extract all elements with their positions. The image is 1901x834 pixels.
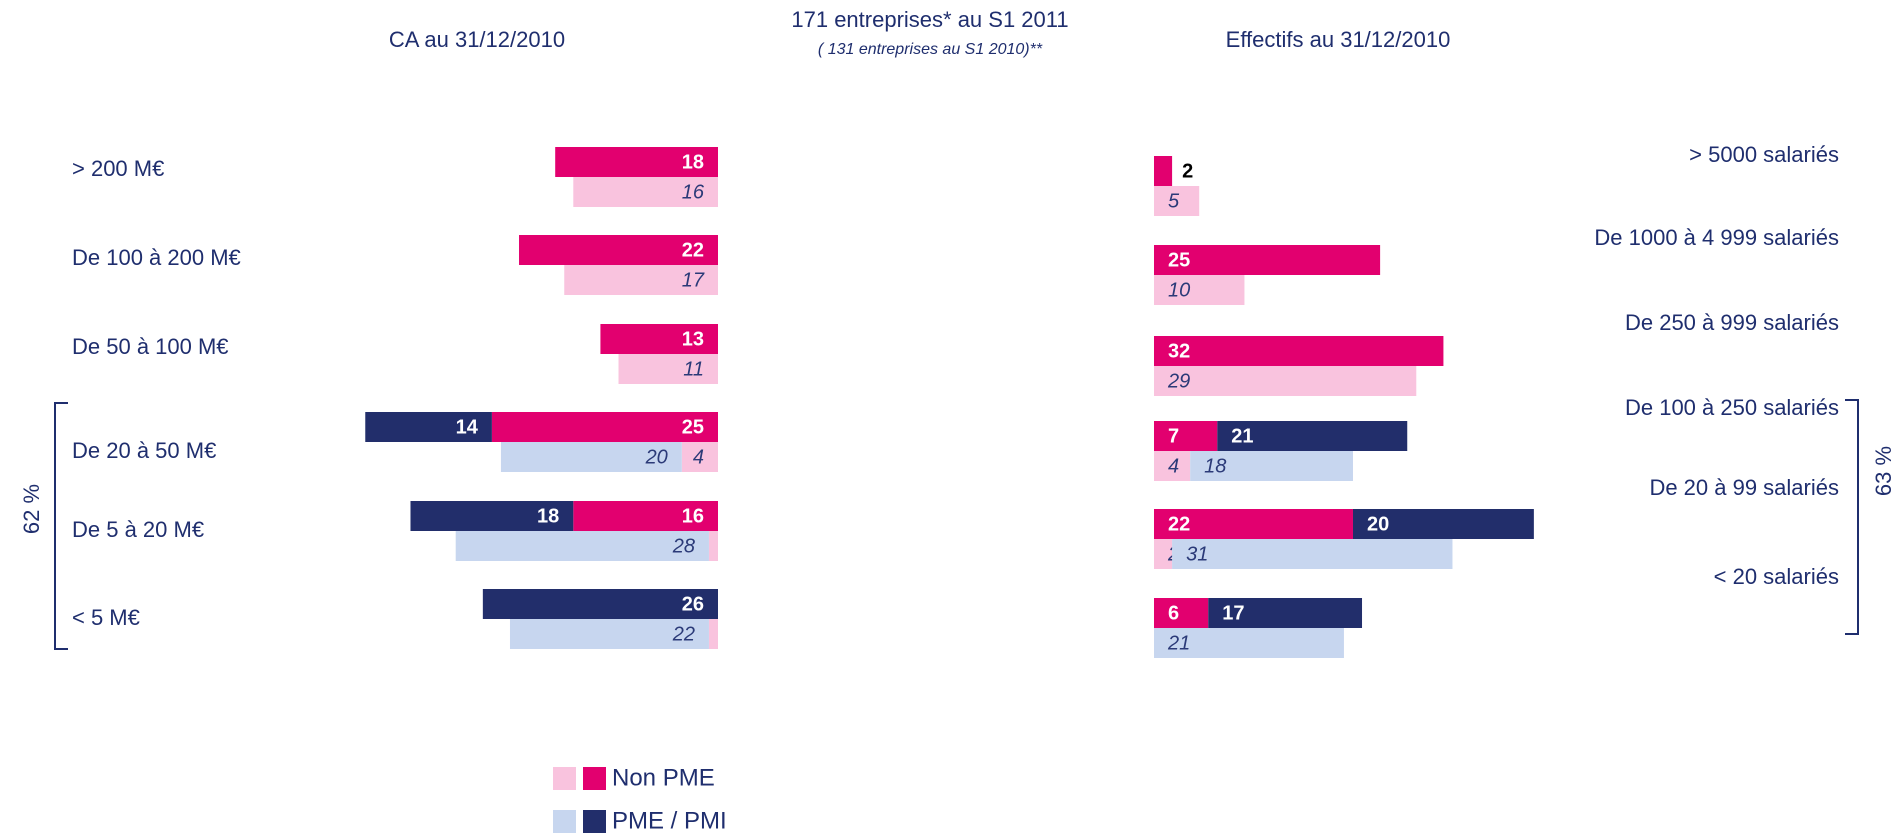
bar [1154, 539, 1173, 569]
bar [1154, 186, 1200, 216]
bracket [1845, 399, 1859, 635]
category-label: De 5 à 20 M€ [72, 517, 204, 542]
bar [1154, 245, 1381, 275]
bar [410, 501, 574, 531]
bar [555, 147, 718, 177]
value-label: 32 [1168, 340, 1190, 362]
category-label: > 5000 salariés [1689, 142, 1839, 167]
value-label: 17 [1222, 602, 1244, 624]
category-label: De 20 à 50 M€ [72, 438, 216, 463]
value-label: 22 [1168, 513, 1190, 535]
value-label: 14 [456, 416, 479, 438]
panel-title: CA au 31/12/2010 [389, 27, 565, 52]
value-label: 22 [672, 623, 695, 645]
value-label: 29 [1167, 370, 1190, 392]
bar [1172, 539, 1453, 569]
legend-label: PME / PMI [612, 807, 727, 834]
panel-title: Effectifs au 31/12/2010 [1226, 27, 1451, 52]
category-label: < 20 salariés [1714, 564, 1839, 589]
bar [365, 412, 492, 442]
value-label: 31 [1186, 543, 1208, 565]
bar [1154, 275, 1245, 305]
bar [708, 619, 718, 649]
value-label: 13 [682, 328, 704, 350]
bar [1154, 509, 1353, 539]
value-label: 17 [682, 269, 705, 291]
bar [1190, 451, 1353, 481]
value-label: 26 [682, 593, 704, 615]
value-label: 22 [682, 239, 704, 261]
category-label: De 250 à 999 salariés [1625, 310, 1839, 335]
category-label: De 1000 à 4 999 salariés [1594, 225, 1839, 250]
value-label: 18 [537, 505, 559, 527]
value-label: 4 [1168, 455, 1179, 477]
value-label: 18 [1204, 455, 1226, 477]
chart-title: 171 entreprises* au S1 2011 [791, 7, 1068, 32]
bar [1154, 451, 1191, 481]
bar [1352, 509, 1534, 539]
bar [1154, 598, 1209, 628]
bar [618, 354, 718, 384]
bar [1154, 336, 1444, 366]
bracket-label: 63 % [1871, 446, 1896, 496]
bar [455, 531, 709, 561]
category-label: De 20 à 99 salariés [1649, 475, 1839, 500]
value-label: 5 [1168, 190, 1180, 212]
legend-swatch [583, 767, 606, 790]
value-label: 6 [1168, 602, 1179, 624]
value-label: 28 [672, 535, 695, 557]
category-label: > 200 M€ [72, 156, 164, 181]
bar [1154, 156, 1173, 186]
category-label: De 100 à 250 salariés [1625, 395, 1839, 420]
bracket [54, 402, 68, 650]
value-label: 7 [1168, 425, 1179, 447]
legend-swatch [583, 810, 606, 833]
value-label: 25 [682, 416, 704, 438]
value-label: 2 [1182, 160, 1193, 182]
bar [573, 177, 718, 207]
category-label: De 50 à 100 M€ [72, 334, 229, 359]
bar [482, 589, 718, 619]
value-label: 4 [693, 446, 704, 468]
value-label: 20 [1367, 513, 1389, 535]
category-label: < 5 M€ [72, 605, 140, 630]
bar [500, 442, 682, 472]
bar [491, 412, 718, 442]
legend-label: Non PME [612, 764, 715, 791]
value-label: 20 [645, 446, 668, 468]
value-label: 11 [683, 358, 704, 380]
value-label: 16 [682, 505, 704, 527]
bar [708, 531, 718, 561]
value-label: 21 [1167, 632, 1190, 654]
chart-subtitle: ( 131 entreprises au S1 2010)** [818, 41, 1043, 58]
bar [681, 442, 718, 472]
value-label: 25 [1168, 249, 1190, 271]
bar [564, 265, 718, 295]
bar [1154, 628, 1344, 658]
value-label: 10 [1168, 279, 1190, 301]
bracket-label: 62 % [19, 484, 44, 534]
bar [1217, 421, 1408, 451]
category-label: De 100 à 200 M€ [72, 245, 241, 270]
bar [600, 324, 718, 354]
bar [509, 619, 709, 649]
value-label: 21 [1231, 425, 1253, 447]
legend-swatch [553, 767, 576, 790]
bar [573, 501, 718, 531]
bar [1154, 366, 1417, 396]
value-label: 16 [682, 181, 705, 203]
bar [1208, 598, 1363, 628]
bar [1154, 421, 1218, 451]
value-label: 18 [682, 151, 704, 173]
legend-swatch [553, 810, 576, 833]
bar [519, 235, 718, 265]
